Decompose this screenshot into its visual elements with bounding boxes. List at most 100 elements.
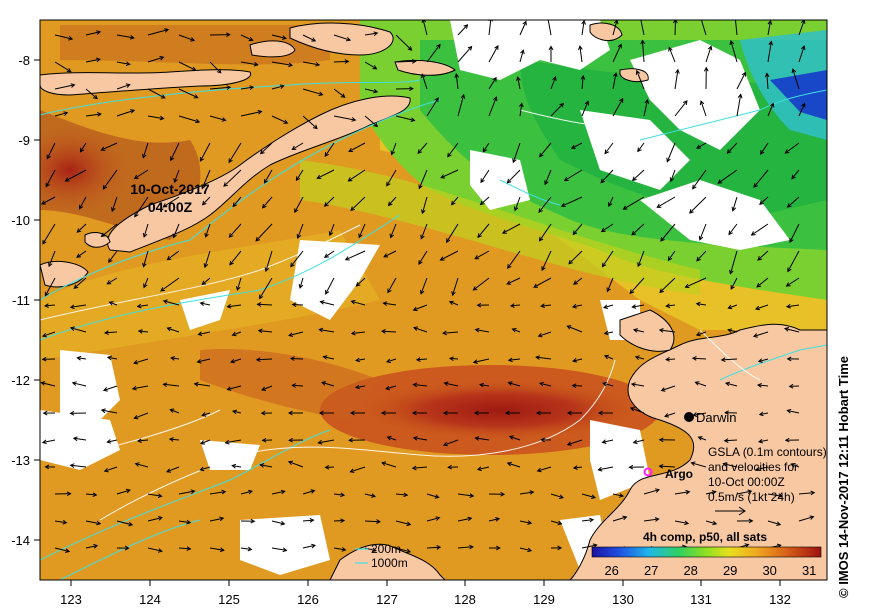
velocity-arrow	[85, 493, 97, 496]
velocity-arrow	[209, 115, 226, 121]
velocity-arrow-head	[158, 516, 164, 521]
velocity-arrow-head	[66, 491, 72, 497]
velocity-arrow-head	[784, 437, 790, 443]
velocity-arrow	[143, 250, 149, 267]
velocity-arrow	[507, 462, 521, 468]
velocity-arrow-head	[474, 436, 480, 441]
velocity-arrow-head	[622, 205, 628, 210]
velocity-arrow-head	[492, 76, 497, 82]
velocity-arrow-head	[383, 253, 389, 258]
velocity-arrow-head	[249, 85, 255, 90]
velocity-arrow-head	[754, 305, 760, 311]
velocity-arrow-head	[421, 20, 427, 24]
velocity-arrow	[290, 250, 304, 267]
velocity-arrow-head	[193, 94, 199, 99]
velocity-arrow	[636, 70, 645, 90]
velocity-arrow-head	[507, 264, 512, 269]
velocity-arrow-head	[439, 256, 445, 261]
velocity-arrow-head	[143, 283, 148, 289]
velocity-arrow	[107, 439, 118, 443]
velocity-arrow	[240, 111, 262, 117]
depth-label: 1000m	[371, 556, 408, 570]
velocity-arrow	[477, 223, 490, 238]
velocity-arrow-head	[382, 301, 388, 306]
legend-line: and velocities for	[708, 460, 798, 474]
velocity-arrow	[657, 196, 676, 208]
velocity-arrow	[444, 382, 459, 387]
velocity-arrow-head	[134, 462, 140, 467]
velocity-arrow-head	[450, 200, 456, 206]
velocity-arrow	[661, 385, 676, 391]
y-tick-label: -9	[18, 133, 30, 148]
velocity-arrow	[101, 142, 118, 151]
velocity-arrow-head	[216, 68, 222, 74]
velocity-arrow-head	[522, 20, 527, 26]
velocity-arrow-head	[162, 299, 168, 304]
velocity-arrow-head	[281, 35, 287, 40]
velocity-arrow	[178, 490, 195, 495]
velocity-arrow	[730, 40, 738, 63]
velocity-arrow	[604, 142, 614, 154]
velocity-arrow	[317, 169, 335, 179]
velocity-arrow	[202, 412, 211, 416]
velocity-arrow	[692, 169, 707, 189]
velocity-arrow	[292, 304, 304, 306]
velocity-arrow	[230, 358, 242, 363]
velocity-arrow-head	[108, 258, 113, 264]
velocity-arrow-head	[100, 146, 106, 151]
velocity-arrow-head	[354, 384, 360, 390]
velocity-arrow	[44, 304, 56, 307]
velocity-arrow	[730, 277, 738, 290]
velocity-arrow	[473, 358, 490, 363]
velocity-arrow-head	[516, 76, 521, 82]
velocity-arrow	[449, 301, 459, 306]
velocity-arrow-head	[446, 238, 451, 244]
velocity-arrow-head	[418, 184, 423, 190]
velocity-arrow-head	[630, 382, 636, 387]
velocity-arrow-head	[632, 328, 639, 333]
velocity-arrow-head	[520, 49, 525, 55]
velocity-arrow-head	[602, 304, 609, 309]
velocity-arrow	[606, 277, 614, 292]
velocity-arrow	[767, 493, 783, 497]
velocity-arrow	[602, 382, 614, 387]
velocity-arrow-head	[538, 381, 544, 387]
velocity-arrow	[732, 196, 738, 211]
velocity-arrow	[170, 142, 180, 161]
velocity-arrow	[160, 277, 180, 292]
velocity-arrow-head	[639, 16, 643, 20]
velocity-arrow-head	[538, 236, 544, 242]
velocity-arrow-head	[472, 286, 478, 291]
velocity-arrow-head	[93, 543, 99, 549]
velocity-arrow-head	[73, 284, 79, 289]
velocity-arrow-head	[479, 200, 485, 206]
velocity-arrow	[178, 115, 200, 123]
velocity-arrow	[786, 277, 800, 287]
velocity-arrow	[302, 34, 316, 42]
velocity-arrow-head	[324, 152, 329, 158]
velocity-arrow	[163, 300, 180, 306]
velocity-arrow-head	[386, 435, 392, 441]
velocity-arrow-head	[750, 231, 756, 236]
velocity-arrow-head	[557, 520, 563, 526]
velocity-arrow-head	[584, 100, 589, 106]
velocity-arrow-head	[48, 262, 53, 268]
velocity-arrow	[386, 169, 397, 186]
velocity-arrow	[474, 250, 490, 260]
velocity-arrow-head	[157, 493, 163, 499]
velocity-arrow-head	[613, 72, 618, 78]
velocity-arrow	[573, 277, 583, 285]
velocity-arrow-head	[78, 204, 84, 210]
velocity-arrow-head	[699, 15, 703, 19]
velocity-arrow-head	[128, 521, 134, 527]
velocity-arrow	[351, 300, 366, 306]
velocity-arrow	[355, 385, 366, 388]
velocity-arrow	[581, 20, 585, 36]
velocity-arrow-head	[355, 281, 361, 287]
velocity-arrow-head	[434, 494, 440, 499]
city-label: Darwin	[696, 410, 736, 425]
velocity-arrow	[475, 437, 490, 441]
velocity-arrow-head	[685, 489, 691, 495]
velocity-arrow	[265, 250, 273, 272]
velocity-arrow-head	[71, 381, 77, 386]
